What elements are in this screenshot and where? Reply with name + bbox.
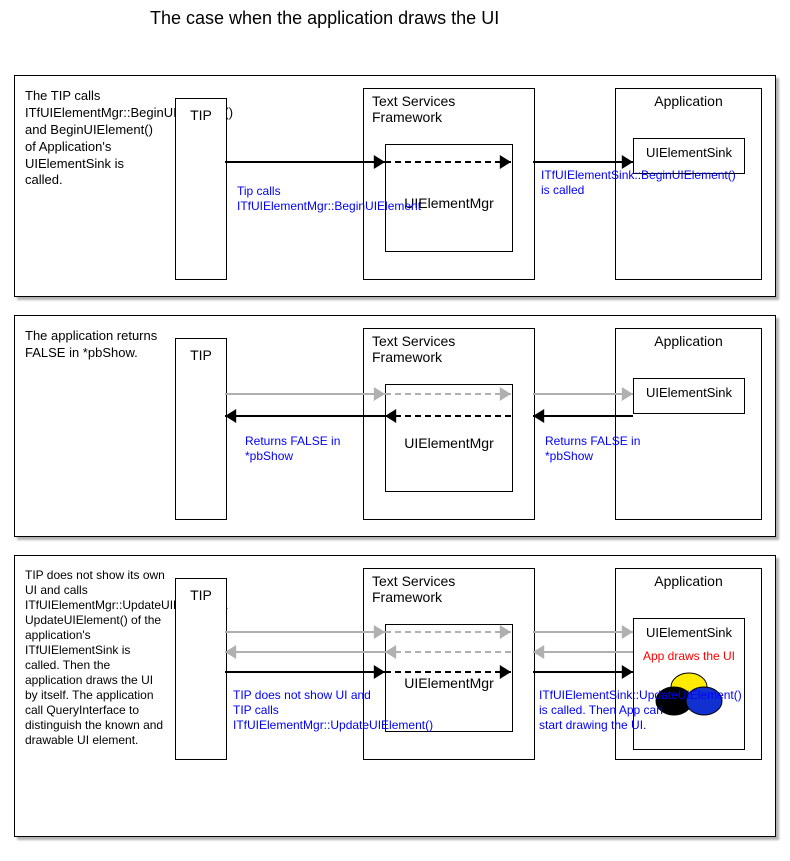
- caption: Tip calls ITfUIElementMgr::BeginUIElemen…: [237, 184, 357, 214]
- mgr-label: UIElementMgr: [386, 435, 512, 451]
- app-box: Application: [615, 328, 762, 520]
- app-label: Application: [616, 573, 761, 589]
- sink-extra-text: App draws the UI: [639, 649, 739, 664]
- sink-label: UIElementSink: [634, 145, 744, 160]
- mgr-box: UIElementMgr: [385, 384, 513, 492]
- app-label: Application: [616, 333, 761, 349]
- page-title: The case when the application draws the …: [150, 8, 499, 29]
- tip-box: TIP: [175, 578, 227, 760]
- tsf-label: Text Services Framework: [372, 573, 522, 605]
- panel-2: The application returns FALSE in *pbShow…: [14, 315, 776, 537]
- mgr-label: UIElementMgr: [386, 675, 512, 691]
- panel-desc: The application returns FALSE in *pbShow…: [25, 328, 165, 362]
- tip-label: TIP: [176, 347, 226, 363]
- panel-desc: TIP does not show its own UI and calls I…: [25, 568, 165, 748]
- tip-label: TIP: [176, 107, 226, 123]
- tip-box: TIP: [175, 338, 227, 520]
- app-label: Application: [616, 93, 761, 109]
- caption: TIP does not show UI and TIP calls ITfUI…: [233, 688, 373, 733]
- tsf-label: Text Services Framework: [372, 93, 522, 125]
- panel-3: TIP does not show its own UI and calls I…: [14, 555, 776, 837]
- mgr-box: UIElementMgr: [385, 144, 513, 252]
- sink-box: UIElementSink: [633, 378, 745, 414]
- tip-label: TIP: [176, 587, 226, 603]
- tip-box: TIP: [175, 98, 227, 280]
- panel-desc: The TIP calls ITfUIElementMgr::BeginUIEl…: [25, 88, 165, 189]
- caption: ITfUIElementSink::UpdateUIElement() is c…: [539, 688, 669, 733]
- sink-label: UIElementSink: [634, 385, 744, 400]
- caption: Returns FALSE in *pbShow: [245, 434, 375, 464]
- mgr-box: UIElementMgr: [385, 624, 513, 732]
- caption: ITfUIElementSink::BeginUIElement() is ca…: [541, 168, 651, 198]
- tsf-label: Text Services Framework: [372, 333, 522, 365]
- sink-label: UIElementSink: [634, 625, 744, 640]
- caption: Returns FALSE in *pbShow: [545, 434, 675, 464]
- panel-1: The TIP calls ITfUIElementMgr::BeginUIEl…: [14, 75, 776, 297]
